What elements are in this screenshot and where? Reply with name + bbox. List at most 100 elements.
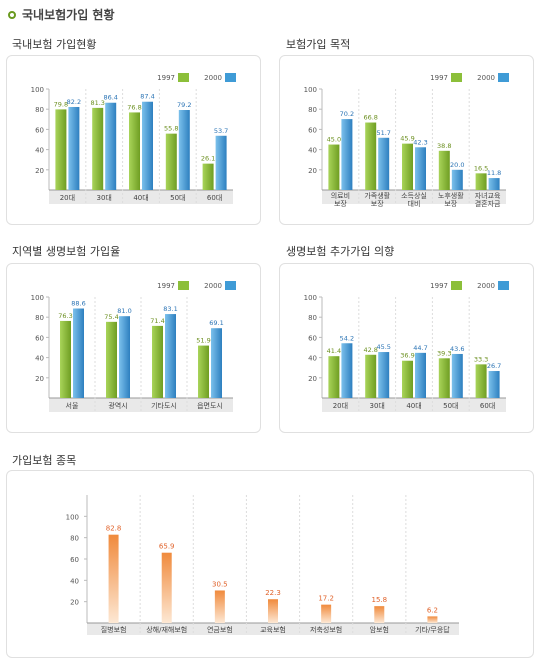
data-label-2000: 69.1 — [209, 319, 223, 327]
legend-swatch-2000 — [498, 73, 509, 82]
data-label-1997: 33.3 — [474, 355, 488, 363]
category-label: 연금보험 — [207, 626, 233, 634]
data-label: 65.9 — [159, 543, 175, 551]
bar-1997 — [92, 107, 104, 190]
category-label: 50대 — [170, 194, 185, 202]
bar-1997 — [152, 325, 163, 398]
y-tick-label: 80 — [35, 106, 44, 114]
category-label: 광역시 — [108, 401, 127, 410]
legend-swatch-1997 — [178, 281, 189, 290]
data-label-1997: 76.3 — [58, 312, 72, 320]
bar-1997 — [55, 109, 67, 190]
y-tick-label: 80 — [308, 314, 317, 322]
y-tick-label: 100 — [31, 294, 44, 302]
data-label-1997: 76.8 — [127, 103, 141, 111]
data-label-2000: 45.5 — [376, 343, 390, 351]
category-strip — [87, 623, 459, 635]
bar-1997 — [438, 358, 450, 398]
bar-2000 — [378, 352, 390, 398]
data-label-2000: 53.7 — [214, 127, 228, 135]
chart-panel-1: 1997 2000 100 80 60 40 20 79.8 82.2 20대 81.3 86.4 30… — [6, 55, 261, 225]
data-label-2000: 26.7 — [487, 362, 501, 370]
y-tick-label: 100 — [304, 294, 317, 302]
chart-panel-4: 1997 2000 100 80 60 40 20 41.4 54.2 20대 42.8 45.5 30… — [279, 263, 534, 433]
category-label: 기타/무응답 — [415, 625, 450, 634]
data-label-1997: 81.3 — [90, 99, 104, 107]
data-label: 30.5 — [212, 580, 228, 588]
legend-swatch-2000 — [498, 281, 509, 290]
category-label: 서울 — [66, 401, 79, 410]
data-label-1997: 38.8 — [437, 142, 451, 150]
bar — [427, 616, 438, 623]
bar-1997 — [328, 356, 340, 398]
data-label-1997: 51.9 — [196, 337, 210, 345]
bar — [214, 590, 225, 623]
category-label: 40대 — [133, 194, 148, 202]
bar — [374, 606, 385, 623]
legend-label-2000: 2000 — [204, 74, 222, 82]
data-label: 15.8 — [371, 596, 387, 604]
y-tick-label: 40 — [70, 577, 79, 585]
bar-2000 — [68, 106, 80, 190]
data-label-1997: 55.8 — [164, 125, 178, 133]
legend-label-1997: 1997 — [430, 282, 448, 290]
data-label-2000: 43.6 — [450, 345, 464, 353]
data-label-2000: 83.1 — [163, 305, 177, 313]
legend: 1997 2000 — [157, 73, 236, 82]
data-label-1997: 39.3 — [437, 349, 451, 357]
category-label: 암보험 — [370, 626, 389, 634]
page-title-text: 국내보험가입 현황 — [22, 8, 115, 22]
chart-panel-3: 1997 2000 100 80 60 40 20 76.3 88.6 서울 75.4 81.0 광역시… — [6, 263, 261, 433]
bar-2000 — [211, 328, 222, 398]
legend-label-1997: 1997 — [430, 74, 448, 82]
bar-2000 — [341, 343, 353, 398]
category-strip — [49, 190, 233, 204]
category-label: 의료비 — [331, 191, 350, 200]
bar-1997 — [60, 320, 71, 398]
bar — [161, 552, 172, 623]
category-label: 읍면도시 — [197, 401, 223, 410]
data-label-2000: 20.0 — [450, 161, 464, 169]
y-tick-label: 40 — [308, 355, 317, 363]
data-label-2000: 44.7 — [413, 344, 427, 352]
section-title-2: 보험가입 목적 — [286, 38, 351, 51]
category-label: 기타도시 — [151, 401, 177, 410]
category-label: 소득상실 — [401, 191, 427, 200]
bar-2000 — [215, 135, 227, 190]
section-title-1: 국내보험 가입현황 — [12, 38, 97, 51]
bar-2000 — [488, 371, 500, 398]
y-tick-label: 40 — [35, 147, 44, 155]
y-tick-label: 60 — [70, 556, 79, 564]
legend-swatch-2000 — [225, 281, 236, 290]
legend-label-1997: 1997 — [157, 74, 175, 82]
y-tick-label: 100 — [66, 513, 79, 521]
category-label: 가족생활 — [364, 191, 390, 200]
y-tick-label: 40 — [308, 147, 317, 155]
bullet-icon — [8, 10, 16, 19]
y-tick-label: 60 — [308, 334, 317, 342]
data-label-1997: 66.8 — [363, 114, 377, 122]
data-label: 22.3 — [265, 589, 281, 597]
category-label: 60대 — [480, 402, 495, 410]
data-label-1997: 45.9 — [400, 135, 414, 143]
data-label-1997: 16.5 — [474, 164, 488, 172]
category-label: 30대 — [97, 194, 112, 202]
bar-2000 — [451, 169, 463, 190]
chart-additional-intent: 1997 2000 100 80 60 40 20 41.4 54.2 20대 42.845.5 30… — [304, 281, 509, 412]
data-label: 6.2 — [427, 606, 438, 614]
bar-1997 — [365, 122, 377, 190]
y-tick-label: 20 — [35, 167, 44, 175]
data-label-2000: 11.8 — [487, 169, 501, 177]
data-label-2000: 86.4 — [103, 94, 117, 102]
y-tick-label: 20 — [308, 167, 317, 175]
y-tick-label: 20 — [70, 599, 79, 607]
category-strip — [322, 190, 506, 204]
chart-panel-2: 1997 2000 100 80 60 40 20 45.0 70.2 의료비 보장 66.8 51.7… — [279, 55, 534, 225]
data-label-1997: 26.1 — [201, 155, 215, 163]
bar-1997 — [106, 321, 117, 398]
y-tick-label: 80 — [70, 535, 79, 543]
category-label: 보장 — [371, 199, 384, 208]
y-tick-label: 80 — [308, 106, 317, 114]
data-label-2000: 82.2 — [67, 98, 81, 106]
